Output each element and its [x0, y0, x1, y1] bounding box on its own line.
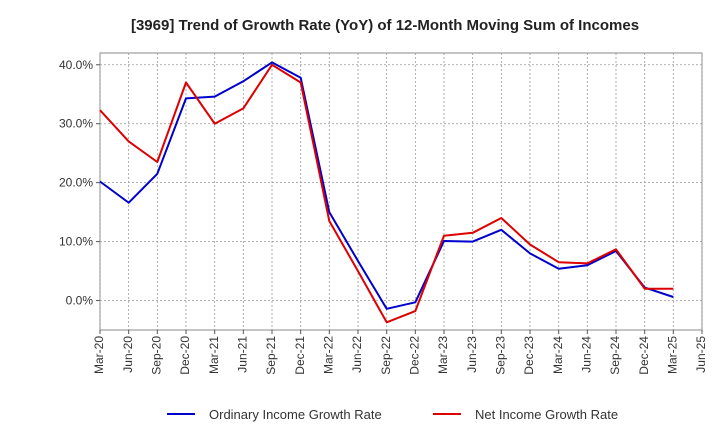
- x-tick-label: Sep-24: [608, 336, 622, 375]
- y-tick-label: 0.0%: [66, 294, 94, 308]
- x-tick-label: Sep-21: [264, 336, 278, 375]
- x-tick-label: Sep-22: [379, 336, 393, 375]
- chart-title: [3969] Trend of Growth Rate (YoY) of 12-…: [131, 17, 639, 34]
- x-tick-label: Sep-23: [494, 336, 508, 375]
- x-tick-label: Dec-23: [522, 336, 536, 375]
- series-lines: [99, 61, 674, 324]
- legend-label: Ordinary Income Growth Rate: [209, 407, 382, 422]
- plot-area: [99, 52, 703, 331]
- y-tick-label: 40.0%: [59, 58, 93, 72]
- x-tick-label: Dec-20: [178, 336, 192, 375]
- x-tick-label: Mar-23: [436, 336, 450, 374]
- x-tick-label: Dec-21: [293, 336, 307, 375]
- legend: Ordinary Income Growth Rate Net Income Gr…: [167, 407, 618, 422]
- y-tick-label: 30.0%: [59, 117, 93, 131]
- x-tick-label: Jun-23: [465, 336, 479, 373]
- x-tick-label: Mar-24: [551, 336, 565, 374]
- x-tick-label: Mar-25: [666, 336, 680, 374]
- x-tick-label: Jun-21: [236, 336, 250, 373]
- y-tick-label: 10.0%: [59, 235, 93, 249]
- grid: [99, 53, 703, 330]
- x-tick-label: Jun-24: [580, 336, 594, 373]
- x-tick-label: Mar-22: [322, 336, 336, 374]
- x-axis: Mar-20 Jun-20 Sep-20 Dec-20 Mar-21 Jun-21 Sep-…: [92, 330, 708, 375]
- y-axis: 0.0% 10.0% 20.0% 30.0% 40.0%: [59, 58, 100, 308]
- x-tick-label: Mar-20: [92, 336, 106, 374]
- x-tick-label: Jun-20: [121, 336, 135, 373]
- x-tick-label: Sep-20: [150, 336, 164, 375]
- series-line-net-income: [99, 63, 674, 324]
- y-tick-label: 20.0%: [59, 176, 93, 190]
- x-tick-label: Mar-21: [207, 336, 221, 374]
- x-tick-label: Jun-22: [350, 336, 364, 373]
- x-tick-label: Dec-24: [637, 336, 651, 375]
- x-tick-label: Jun-25: [694, 336, 708, 373]
- x-tick-label: Dec-22: [408, 336, 422, 375]
- legend-label: Net Income Growth Rate: [475, 407, 618, 422]
